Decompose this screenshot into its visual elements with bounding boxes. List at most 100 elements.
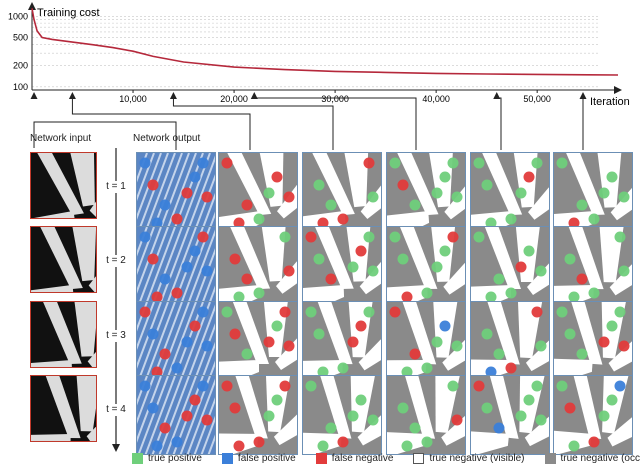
prediction-dots	[473, 231, 547, 303]
prediction-dot	[151, 366, 163, 378]
prediction-dot	[171, 213, 183, 225]
training-cost-chart: 1000 500 200 100 10,000 20,000 30,000 40,000 50…	[8, 2, 630, 108]
prediction-dot	[481, 402, 493, 414]
prediction-dot	[531, 380, 543, 392]
chart-grid	[32, 15, 600, 88]
prediction-dot	[229, 402, 241, 414]
prediction-dot	[171, 362, 183, 374]
prediction-dot	[197, 380, 209, 392]
prediction-dot	[181, 410, 193, 422]
prediction-dot	[337, 362, 349, 374]
legend-label: false negative	[331, 452, 394, 464]
prediction-dot	[317, 217, 329, 229]
prediction-dot	[588, 213, 600, 225]
prediction-dot	[485, 291, 497, 303]
prediction-dot	[473, 157, 485, 169]
network-output-label: Network output	[133, 133, 201, 144]
network-output-panel	[553, 226, 633, 306]
prediction-dot	[421, 362, 433, 374]
prediction-dot	[263, 187, 275, 199]
prediction-dot	[171, 436, 183, 448]
prediction-dot	[576, 199, 588, 211]
prediction-dot	[229, 253, 241, 265]
x-tick-labels: 10,000 20,000 30,000 40,000 50,000	[119, 90, 551, 104]
prediction-dot	[401, 291, 413, 303]
prediction-dot	[305, 306, 317, 318]
prediction-dot	[389, 231, 401, 243]
checkpoint-arrow	[493, 92, 501, 99]
swatch-true-negative-visible	[413, 452, 425, 464]
network-input-label: Network input	[30, 133, 92, 144]
prediction-dot	[317, 366, 329, 378]
prediction-dot	[159, 199, 171, 211]
prediction-dot	[606, 320, 618, 332]
prediction-dot	[253, 213, 265, 225]
prediction-dot	[283, 265, 295, 277]
y-tick-label: 500	[13, 33, 28, 43]
prediction-dot	[279, 380, 291, 392]
prediction-dot	[598, 410, 610, 422]
prediction-dot	[493, 273, 505, 285]
prediction-dot	[421, 436, 433, 448]
network-output-panel	[470, 226, 550, 306]
prediction-dot	[473, 231, 485, 243]
prediction-dot	[283, 191, 295, 203]
prediction-dot	[147, 253, 159, 265]
prediction-dot	[159, 348, 171, 360]
legend-label: true positive	[148, 452, 202, 464]
network-output-panel	[136, 375, 216, 455]
prediction-dot	[556, 157, 568, 169]
prediction-dot	[279, 231, 291, 243]
prediction-dot	[325, 199, 337, 211]
network-output-panel	[302, 152, 382, 232]
prediction-dot	[451, 191, 463, 203]
prediction-dot	[171, 287, 183, 299]
prediction-dot	[564, 253, 576, 265]
swatch-true-positive	[132, 452, 143, 464]
prediction-dot	[347, 261, 359, 273]
prediction-dot	[431, 187, 443, 199]
legend-item-true-negative-visible: true negative (visible)	[413, 452, 525, 464]
network-output-panel	[553, 375, 633, 455]
prediction-dot	[305, 380, 317, 392]
legend-label: false positive	[237, 452, 296, 464]
swatch-false-positive	[221, 452, 233, 464]
prediction-dots	[313, 157, 379, 229]
prediction-dot	[618, 191, 630, 203]
prediction-dot	[576, 348, 588, 360]
prediction-dot	[337, 436, 349, 448]
prediction-dots	[481, 306, 547, 378]
prediction-dot	[367, 191, 379, 203]
prediction-dot	[147, 402, 159, 414]
prediction-dot	[221, 306, 233, 318]
prediction-dot	[588, 436, 600, 448]
prediction-dot	[347, 336, 359, 348]
prediction-dot	[151, 440, 163, 452]
time-arrow	[112, 148, 120, 452]
network-output-panel	[470, 375, 550, 455]
prediction-dot	[189, 171, 201, 183]
prediction-dot	[151, 291, 163, 303]
prediction-dot	[409, 199, 421, 211]
prediction-dot	[229, 328, 241, 340]
prediction-dot	[197, 157, 209, 169]
checkpoint-connector	[172, 96, 334, 150]
x-tick-label: 20,000	[220, 94, 248, 104]
prediction-dot	[515, 187, 527, 199]
network-output-panel	[386, 152, 466, 232]
prediction-dot	[397, 253, 409, 265]
prediction-dots	[389, 306, 463, 378]
network-output-panel	[302, 301, 382, 381]
prediction-dot	[363, 157, 375, 169]
prediction-dot	[576, 273, 588, 285]
prediction-dot	[535, 340, 547, 352]
network-output-panel	[302, 375, 382, 455]
prediction-dot	[263, 336, 275, 348]
legend-item-false-positive: false positive	[221, 452, 296, 464]
prediction-dot	[515, 261, 527, 273]
prediction-dot	[279, 306, 291, 318]
prediction-dot	[313, 328, 325, 340]
prediction-dots	[139, 231, 213, 303]
prediction-dot	[523, 171, 535, 183]
network-output-panel	[136, 152, 216, 232]
